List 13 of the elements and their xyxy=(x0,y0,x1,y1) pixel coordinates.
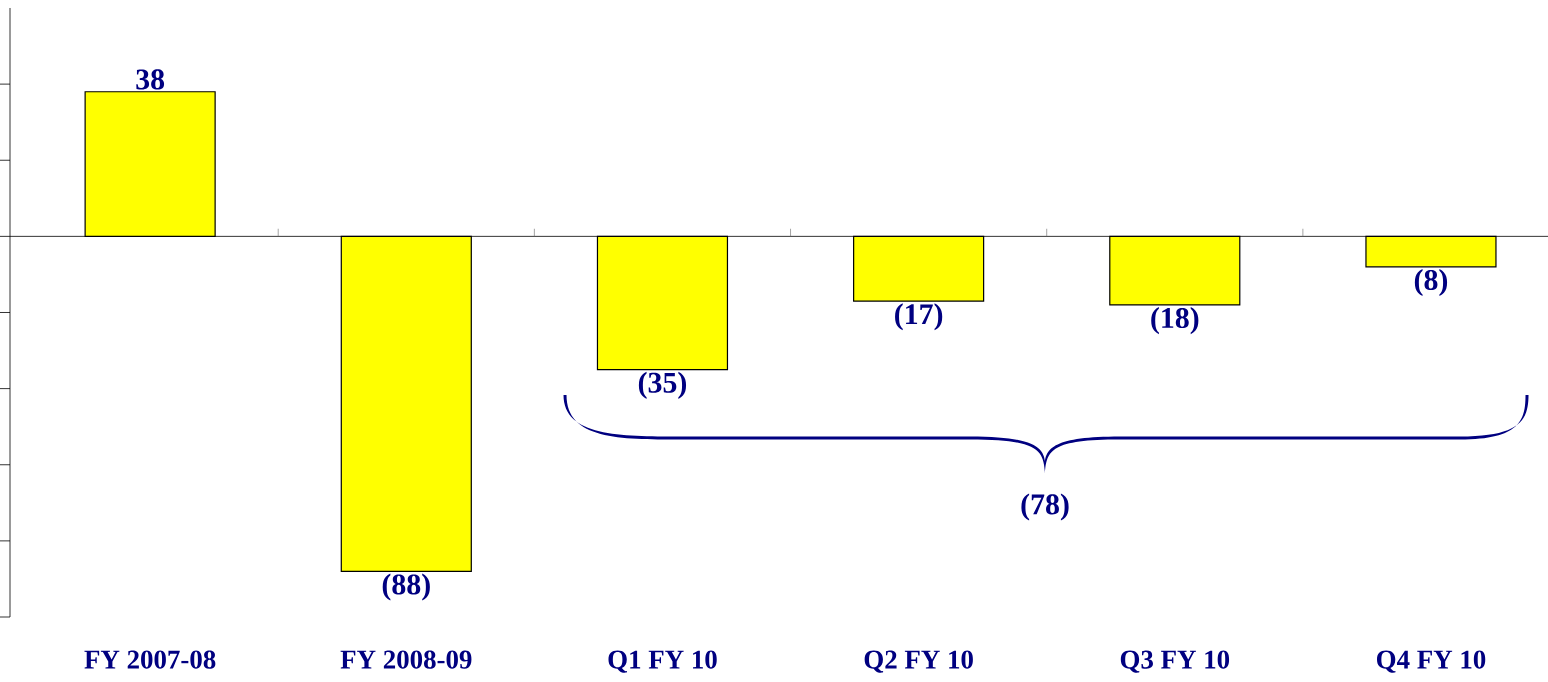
x-tick-label: Q2 FY 10 xyxy=(864,650,973,673)
x-tick-label: Q1 FY 10 xyxy=(608,650,717,673)
data-label: (17) xyxy=(895,303,943,331)
x-tick-label: FY 2007-08 xyxy=(84,650,216,669)
data-label: 38 xyxy=(136,69,165,90)
data-label: (35) xyxy=(638,371,687,399)
data-label: (88) xyxy=(382,573,430,601)
annotation: (78) xyxy=(1021,493,1069,521)
x-tick-label: Q4 FY 10 xyxy=(1376,650,1486,673)
x-tick-label: Q3 FY 10 xyxy=(1120,650,1230,673)
x-tick-label: FY 2008-09 xyxy=(340,650,472,669)
data-label: (18) xyxy=(1151,307,1199,335)
data-label: (8) xyxy=(1414,269,1448,297)
